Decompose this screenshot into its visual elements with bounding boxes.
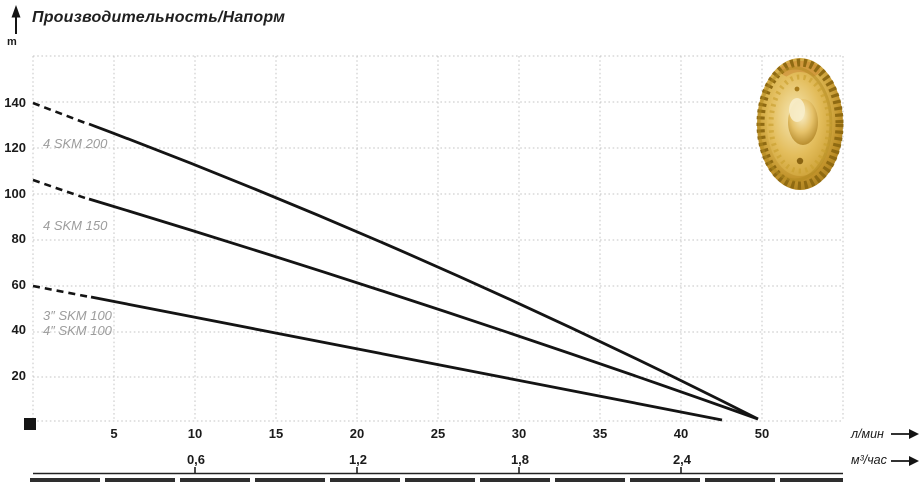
grid [32,55,844,422]
x-axis-unit-m3h: м³/час [851,453,887,467]
chart-title: Производительность/Напорм [32,9,286,26]
x-tick: 30 [511,426,527,441]
secondary-axis-line [33,467,843,475]
x-tick: 35 [592,426,608,441]
y-tick: 40 [11,322,26,337]
x-tick: 15 [268,426,284,441]
x2-tick: 0,6 [186,452,206,467]
y-tick: 60 [11,277,26,292]
curve-label-skm100-3in: 3″ SKM 100 [43,308,112,323]
curve-label-skm150: 4 SKM 150 [43,218,108,233]
y-tick: 20 [11,368,26,383]
x2-tick: 1,2 [348,452,368,467]
x-tick: 5 [110,426,118,441]
y-axis-unit-label: m [7,36,17,48]
right-arrow-icon [891,456,919,466]
x2-tick: 1,8 [510,452,530,467]
impeller-image [756,58,844,190]
up-arrow-icon [11,5,21,34]
curve-label-skm100-4in: 4″ SKM 100 [43,323,112,338]
x-tick: 50 [754,426,770,441]
x-tick: 40 [673,426,689,441]
right-arrow-icon [891,429,919,439]
curve-skm100 [32,284,723,422]
y-tick: 120 [4,140,26,155]
curve-skm150 [32,178,759,421]
x-tick: 25 [430,426,446,441]
curve-label-skm200: 4 SKM 200 [43,136,108,151]
origin-marker [24,418,36,430]
y-tick: 80 [11,231,26,246]
y-tick: 100 [4,186,26,201]
y-tick: 140 [4,95,26,110]
x2-tick: 2,4 [672,452,692,467]
x-tick: 10 [187,426,203,441]
x-tick: 20 [349,426,365,441]
x-axis-unit-lmin: л/мин [851,427,884,441]
curve-skm200 [32,101,759,421]
